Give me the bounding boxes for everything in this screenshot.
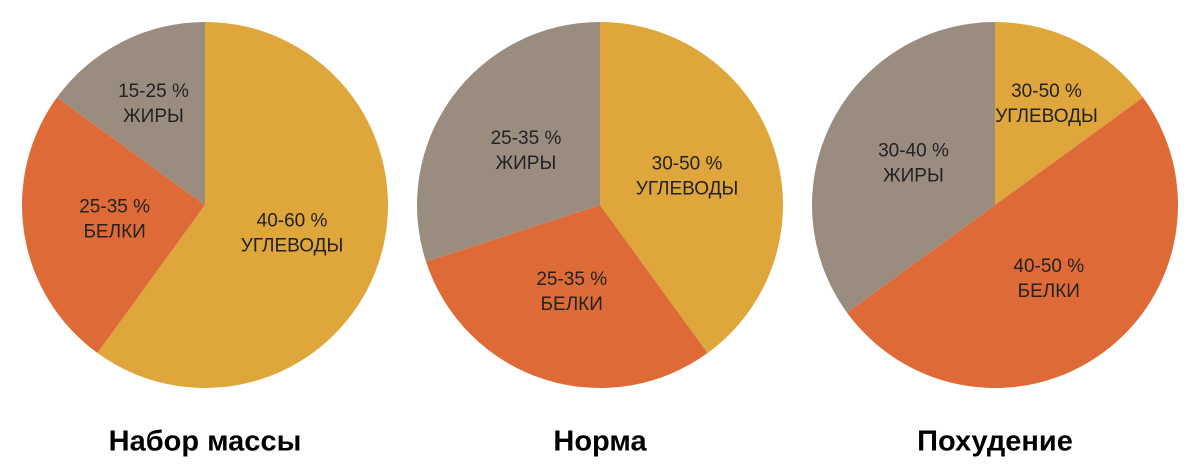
slice-name-label: УГЛЕВОДЫ <box>241 235 344 256</box>
slice-name-label: БЕЛКИ <box>1018 281 1080 302</box>
chart-title: Набор массы <box>109 426 302 458</box>
slice-range-label: 25-35 % <box>79 196 150 217</box>
slice-name-label: УГЛЕВОДЫ <box>995 106 1098 127</box>
slice-range-label: 30-40 % <box>878 140 949 161</box>
slice-name-label: ЖИРЫ <box>883 165 944 186</box>
pie-slice <box>812 21 995 313</box>
chart-title: Норма <box>553 426 647 458</box>
slice-range-label: 40-50 % <box>1013 256 1084 277</box>
pie-slice <box>425 205 708 388</box>
slice-name-label: БЕЛКИ <box>541 294 603 315</box>
slice-name-label: ЖИРЫ <box>123 106 184 127</box>
slice-range-label: 25-35 % <box>491 128 562 149</box>
pie-slice <box>56 22 205 205</box>
slice-range-label: 15-25 % <box>118 81 189 102</box>
slice-name-label: ЖИРЫ <box>496 153 557 174</box>
pie-slice <box>846 97 1179 389</box>
slice-range-label: 40-60 % <box>257 210 328 231</box>
slice-range-label: 30-50 % <box>652 154 723 175</box>
chart-title: Похудение <box>917 426 1073 458</box>
slice-range-label: 25-35 % <box>536 269 607 290</box>
pie-slice <box>22 97 205 354</box>
pie-slice <box>995 22 1144 205</box>
pie-slice <box>417 22 600 262</box>
slice-range-label: 30-50 % <box>1011 81 1082 102</box>
slice-name-label: УГЛЕВОДЫ <box>636 179 739 200</box>
pie-slice <box>97 22 389 388</box>
pie-slice <box>600 22 783 354</box>
slice-name-label: БЕЛКИ <box>83 221 145 242</box>
